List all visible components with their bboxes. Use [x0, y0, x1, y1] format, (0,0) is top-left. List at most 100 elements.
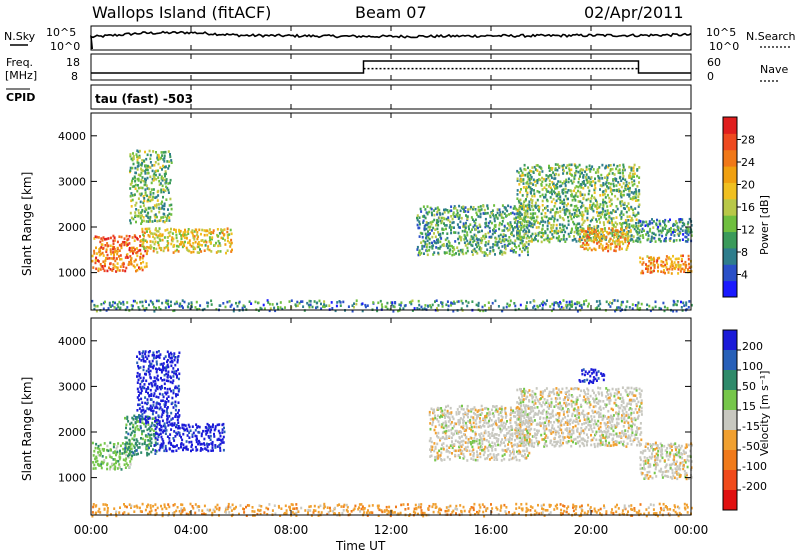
range-gate-cell [568, 163, 571, 167]
range-gate-cell [437, 431, 440, 435]
range-gate-cell [461, 443, 464, 447]
range-gate-cell [185, 234, 188, 237]
range-gate-cell [161, 399, 164, 402]
range-gate-cell [417, 299, 420, 303]
range-gate-cell [153, 392, 156, 395]
range-gate-cell [626, 205, 629, 208]
range-gate-cell [140, 211, 143, 214]
range-gate-cell [552, 223, 555, 227]
range-gate-cell [160, 151, 163, 154]
range-gate-cell [661, 234, 664, 238]
range-gate-cell [479, 309, 482, 313]
range-gate-cell [682, 254, 684, 258]
range-gate-cell [423, 214, 426, 218]
range-gate-cell [134, 204, 137, 207]
range-gate-cell [498, 237, 501, 241]
range-gate-cell [185, 512, 188, 516]
range-gate-cell [192, 431, 195, 435]
range-gate-cell [571, 305, 573, 308]
range-gate-cell [152, 188, 155, 191]
range-gate-cell [662, 260, 665, 264]
range-gate-cell [547, 219, 550, 223]
range-gate-cell [465, 429, 468, 432]
range-gate-cell [685, 308, 688, 311]
range-gate-cell [197, 235, 199, 238]
range-gate-cell [482, 448, 484, 452]
range-gate-cell [445, 244, 448, 248]
range-gate-cell [482, 453, 485, 457]
range-gate-cell [146, 398, 149, 401]
range-gate-cell [567, 202, 569, 206]
range-gate-cell [555, 231, 558, 235]
range-gate-cell [454, 429, 457, 433]
range-gate-cell [154, 196, 157, 199]
range-gate-cell [203, 504, 206, 508]
range-gate-cell [194, 428, 197, 432]
range-gate-cell [188, 436, 191, 439]
range-gate-cell [137, 209, 140, 212]
range-gate-cell [529, 208, 532, 211]
range-gate-cell [586, 241, 588, 245]
range-gate-cell [627, 187, 630, 191]
cpid-label: CPID [6, 91, 35, 104]
range-gate-cell [660, 231, 663, 234]
range-gate-cell [216, 233, 218, 237]
range-gate-cell [340, 505, 343, 508]
range-gate-cell [182, 242, 185, 246]
range-gate-cell [147, 211, 150, 215]
range-gate-cell [662, 265, 665, 268]
range-gate-cell [146, 230, 148, 233]
range-gate-cell [181, 503, 184, 507]
range-gate-cell [215, 251, 218, 254]
range-gate-cell [575, 185, 578, 188]
range-gate-cell [132, 252, 134, 255]
range-gate-cell [688, 262, 690, 266]
range-gate-cell [533, 304, 536, 308]
range-gate-cell [690, 506, 693, 510]
range-gate-cell [620, 226, 623, 229]
range-gate-cell [445, 405, 447, 409]
range-gate-cell [521, 507, 524, 510]
range-gate-cell [527, 253, 529, 257]
range-gate-cell [97, 510, 100, 513]
range-gate-cell [395, 505, 397, 509]
range-gate-cell [136, 420, 139, 423]
range-gate-cell [129, 221, 132, 225]
range-gate-cell [96, 459, 99, 463]
noise-left-tick-low: 10^0 [50, 40, 80, 53]
range-gate-cell [516, 189, 519, 192]
range-gate-cell [152, 206, 155, 209]
range-gate-cell [612, 299, 615, 302]
range-gate-cell [122, 447, 125, 451]
range-gate-cell [646, 308, 649, 311]
range-gate-cell [465, 435, 468, 439]
range-gate-cell [554, 202, 557, 205]
range-gate-cell [166, 387, 169, 391]
range-gate-cell [198, 243, 201, 247]
range-gate-cell [596, 233, 599, 236]
range-gate-cell [677, 263, 680, 267]
range-gate-cell [531, 204, 534, 208]
range-gate-cell [155, 195, 158, 199]
range-gate-cell [113, 250, 116, 254]
range-gate-cell [516, 229, 519, 232]
range-gate-cell [473, 406, 476, 409]
range-gate-cell [477, 226, 479, 230]
range-gate-cell [574, 186, 577, 190]
range-gate-cell [581, 214, 584, 217]
range-gate-cell [182, 306, 184, 309]
range-gate-cell [226, 507, 229, 511]
range-gate-cell [467, 208, 470, 211]
range-gate-cell [420, 251, 423, 255]
range-gate-cell [580, 306, 583, 309]
range-gate-cell [168, 160, 171, 163]
range-gate-cell [125, 436, 128, 440]
range-gate-cell [165, 245, 168, 249]
range-gate-cell [672, 303, 675, 307]
range-gate-cell [432, 244, 435, 247]
range-gate-cell [111, 304, 114, 307]
range-gate-cell [426, 243, 429, 246]
range-gate-cell [604, 182, 607, 186]
range-gate-cell [93, 237, 96, 240]
range-gate-cell [140, 380, 143, 383]
